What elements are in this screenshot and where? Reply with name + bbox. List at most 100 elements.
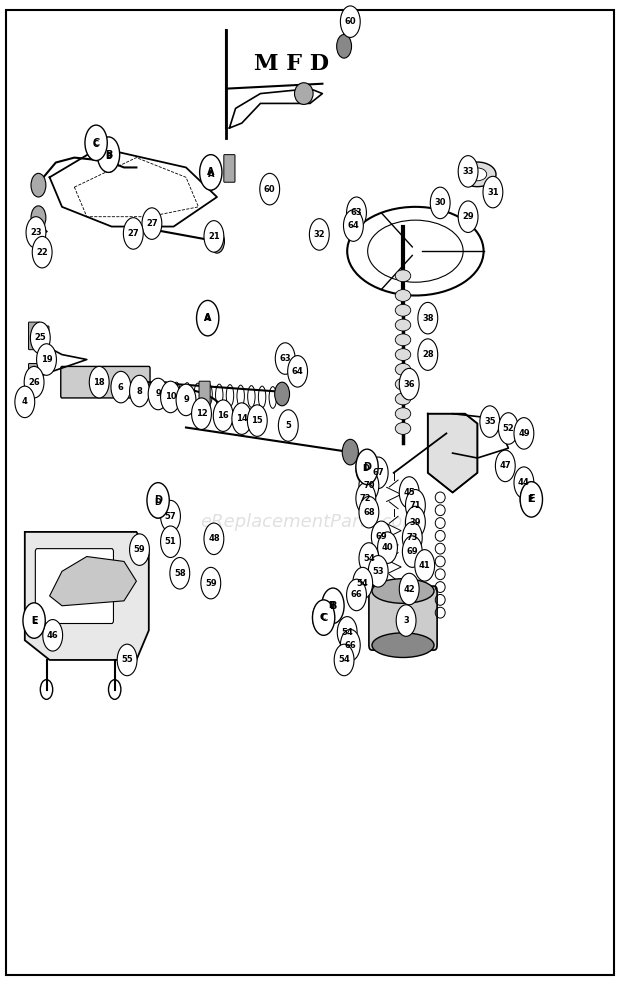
Circle shape — [405, 506, 425, 538]
Text: 59: 59 — [205, 578, 216, 588]
Circle shape — [343, 210, 363, 241]
Text: 32: 32 — [314, 230, 325, 239]
Text: 31: 31 — [487, 187, 498, 197]
Text: E: E — [527, 494, 533, 504]
Ellipse shape — [396, 290, 410, 301]
Circle shape — [415, 550, 435, 581]
Text: 66: 66 — [345, 640, 356, 650]
Circle shape — [340, 6, 360, 37]
Text: 49: 49 — [518, 428, 529, 438]
Circle shape — [309, 219, 329, 250]
Text: 71: 71 — [410, 500, 421, 510]
Circle shape — [142, 208, 162, 239]
Text: 51: 51 — [165, 537, 176, 547]
Text: A: A — [207, 167, 215, 177]
FancyBboxPatch shape — [61, 366, 150, 398]
Text: E: E — [528, 494, 534, 504]
Text: 35: 35 — [484, 417, 495, 427]
Circle shape — [359, 543, 379, 574]
Text: 47: 47 — [500, 461, 511, 471]
Circle shape — [85, 125, 107, 161]
Circle shape — [210, 230, 224, 253]
Circle shape — [418, 302, 438, 334]
Text: 57: 57 — [165, 511, 176, 521]
Circle shape — [342, 439, 358, 465]
Circle shape — [213, 400, 233, 431]
Circle shape — [405, 490, 425, 521]
Circle shape — [201, 159, 221, 190]
Circle shape — [204, 523, 224, 555]
Circle shape — [334, 644, 354, 676]
Circle shape — [23, 603, 45, 638]
Circle shape — [97, 137, 120, 172]
Text: A: A — [208, 169, 214, 179]
Text: E: E — [31, 616, 37, 625]
Polygon shape — [25, 532, 149, 660]
Circle shape — [201, 567, 221, 599]
Circle shape — [192, 398, 211, 429]
Text: 54: 54 — [357, 578, 368, 588]
Text: 40: 40 — [382, 543, 393, 553]
Circle shape — [32, 236, 52, 268]
Text: 25: 25 — [35, 333, 46, 343]
Text: 14: 14 — [236, 414, 247, 424]
Ellipse shape — [396, 349, 410, 361]
Text: 46: 46 — [47, 630, 58, 640]
Text: 73: 73 — [407, 533, 418, 543]
Circle shape — [483, 176, 503, 208]
Circle shape — [347, 197, 366, 229]
Text: B: B — [105, 150, 112, 160]
Text: 6: 6 — [118, 382, 124, 392]
Circle shape — [399, 368, 419, 400]
Text: 15: 15 — [252, 416, 263, 426]
Text: 64: 64 — [292, 366, 303, 376]
Circle shape — [275, 382, 290, 406]
Circle shape — [520, 484, 540, 515]
Circle shape — [458, 201, 478, 232]
Text: 63: 63 — [351, 208, 362, 218]
Text: 38: 38 — [422, 313, 433, 323]
Circle shape — [31, 173, 46, 197]
Circle shape — [402, 536, 422, 567]
Circle shape — [368, 457, 388, 489]
Circle shape — [24, 605, 44, 636]
Circle shape — [198, 302, 218, 334]
Text: 48: 48 — [208, 534, 219, 544]
Text: C: C — [93, 140, 99, 150]
Circle shape — [359, 496, 379, 528]
Circle shape — [161, 500, 180, 532]
Text: 23: 23 — [30, 228, 42, 237]
Ellipse shape — [396, 270, 410, 282]
FancyBboxPatch shape — [29, 363, 40, 389]
Text: 18: 18 — [94, 377, 105, 387]
Circle shape — [402, 522, 422, 554]
Text: 72: 72 — [360, 493, 371, 503]
Text: 33: 33 — [463, 166, 474, 176]
Circle shape — [148, 378, 168, 410]
Text: 64: 64 — [348, 221, 359, 230]
FancyBboxPatch shape — [29, 322, 40, 350]
Text: 54: 54 — [363, 554, 374, 563]
Text: 41: 41 — [419, 560, 430, 570]
Circle shape — [353, 567, 373, 599]
Ellipse shape — [396, 319, 410, 331]
Polygon shape — [428, 414, 477, 492]
Circle shape — [337, 34, 352, 58]
Text: 58: 58 — [174, 568, 185, 578]
Text: 4: 4 — [22, 397, 28, 407]
Text: 5: 5 — [285, 421, 291, 430]
Text: 28: 28 — [422, 350, 433, 360]
Text: D: D — [362, 464, 370, 474]
Polygon shape — [50, 557, 136, 606]
Text: 54: 54 — [342, 627, 353, 637]
Text: 53: 53 — [373, 566, 384, 576]
Ellipse shape — [294, 83, 313, 104]
Text: 22: 22 — [37, 247, 48, 257]
Ellipse shape — [396, 334, 410, 346]
Circle shape — [24, 366, 44, 398]
Text: 67: 67 — [373, 468, 384, 478]
Text: C: C — [320, 613, 327, 623]
Text: A: A — [205, 313, 211, 323]
Circle shape — [161, 526, 180, 558]
Circle shape — [176, 384, 196, 416]
